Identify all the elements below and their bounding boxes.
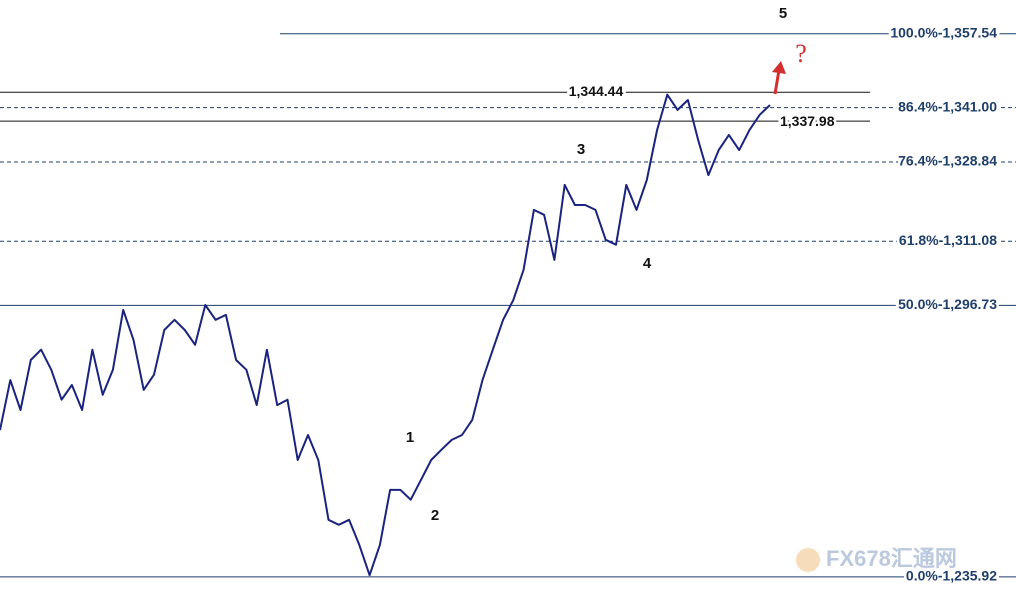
watermark-logo	[796, 548, 820, 572]
price-line-label: 1,337.98	[780, 113, 835, 129]
wave-label: 2	[431, 507, 439, 524]
watermark: FX678汇通网	[826, 546, 957, 571]
fib-level-label: 0.0%-1,235.92	[906, 568, 997, 584]
question-mark: ?	[795, 39, 807, 68]
wave-label: 4	[643, 255, 652, 272]
wave-label: 1	[406, 429, 414, 446]
fib-level-label: 61.8%-1,311.08	[899, 232, 997, 248]
wave-label: 5	[779, 5, 787, 22]
price-line-series	[0, 93, 771, 577]
fib-level-label: 50.0%-1,296.73	[898, 296, 997, 312]
arrow-shaft	[773, 69, 781, 95]
arrow-head	[772, 61, 786, 74]
fib-level-label: 100.0%-1,357.54	[890, 24, 997, 40]
price-line-label: 1,344.44	[569, 83, 624, 99]
wave-label: 3	[577, 141, 585, 158]
fib-level-label: 86.4%-1,341.00	[898, 98, 997, 114]
fib-level-label: 76.4%-1,328.84	[898, 153, 997, 169]
